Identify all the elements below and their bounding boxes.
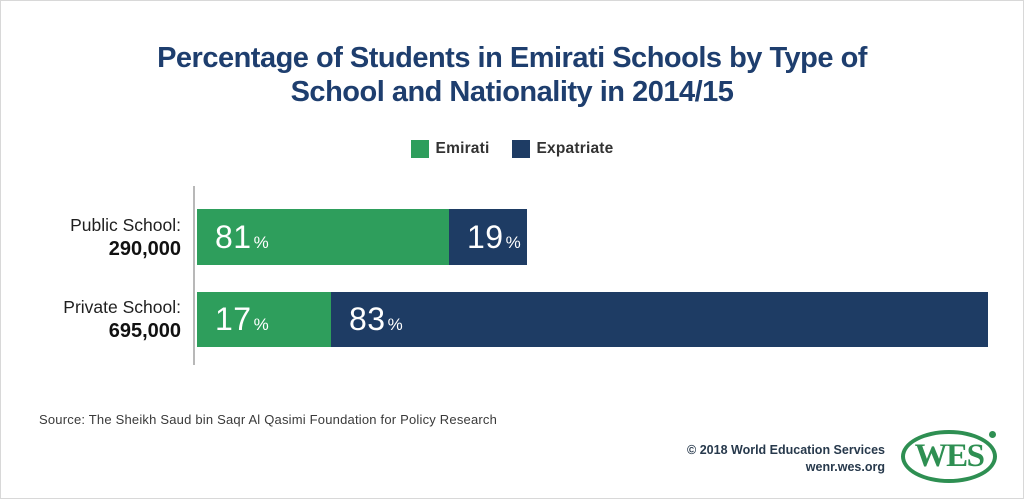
chart-title: Percentage of Students in Emirati School… xyxy=(1,41,1023,109)
wes-logo-text: WES xyxy=(914,438,985,474)
chart-legend: Emirati Expatriate xyxy=(1,140,1023,158)
percent-label: 19% xyxy=(467,219,521,256)
percent-value: 17 xyxy=(215,301,252,337)
percent-value: 19 xyxy=(467,218,504,255)
category-total: 290,000 xyxy=(108,237,181,260)
legend-label-expatriate: Expatriate xyxy=(536,140,614,157)
trademark-dot-icon xyxy=(989,431,996,438)
percent-sign: % xyxy=(505,232,521,252)
percent-sign: % xyxy=(253,232,269,252)
footer-credit: © 2018 World Education Services wenr.wes… xyxy=(687,442,885,476)
chart-title-line1: Percentage of Students in Emirati School… xyxy=(157,42,867,74)
percent-value: 83 xyxy=(349,301,386,337)
legend-swatch-emirati xyxy=(410,140,429,158)
percent-label: 83% xyxy=(349,301,403,338)
bar-segment-expatriate: 19% xyxy=(449,209,527,265)
bar-row-public: Public School: 290,000 81% 19% xyxy=(1,209,1023,265)
category-label-block: Public School: 290,000 xyxy=(1,209,181,265)
category-total: 695,000 xyxy=(108,320,181,342)
legend-item-emirati: Emirati xyxy=(410,140,490,158)
category-label-block: Private School: 695,000 xyxy=(1,292,181,347)
stacked-bar-private: 17% 83% xyxy=(197,292,988,347)
bar-segment-emirati: 81% xyxy=(197,209,449,265)
bar-segment-emirati: 17% xyxy=(197,292,331,347)
legend-swatch-expatriate xyxy=(511,140,530,158)
source-note: Source: The Sheikh Saud bin Saqr Al Qasi… xyxy=(39,412,498,427)
wes-logo: WES xyxy=(901,430,997,483)
percent-sign: % xyxy=(387,315,403,334)
y-axis-line xyxy=(193,186,195,365)
website-text: wenr.wes.org xyxy=(805,460,885,474)
chart-title-line2: School and Nationality in 2014/15 xyxy=(290,76,734,108)
percent-label: 17% xyxy=(215,301,269,338)
copyright-text: © 2018 World Education Services xyxy=(687,443,885,457)
bar-segment-expatriate: 83% xyxy=(331,292,988,347)
percent-value: 81 xyxy=(215,218,252,255)
bar-chart: Public School: 290,000 81% 19% Private S… xyxy=(1,186,1023,366)
stacked-bar-public: 81% 19% xyxy=(197,209,527,265)
percent-label: 81% xyxy=(215,219,269,256)
percent-sign: % xyxy=(253,315,269,334)
category-name: Public School: xyxy=(70,214,181,235)
category-name: Private School: xyxy=(63,297,181,317)
legend-label-emirati: Emirati xyxy=(435,140,490,157)
bar-row-private: Private School: 695,000 17% 83% xyxy=(1,292,1023,347)
legend-item-expatriate: Expatriate xyxy=(511,140,614,158)
